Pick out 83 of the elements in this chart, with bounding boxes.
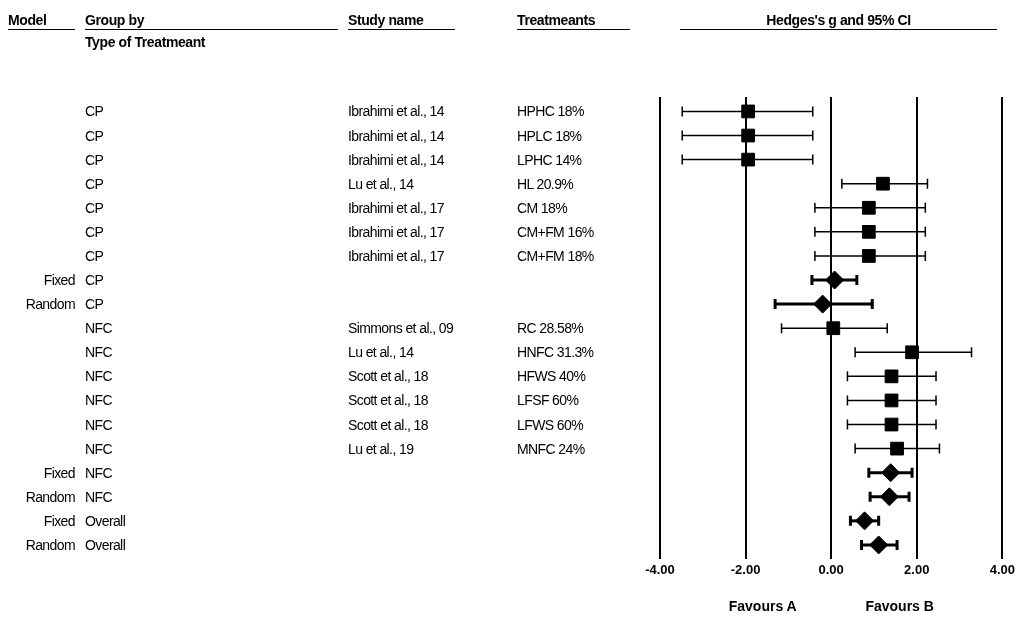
category-label: Lu et al., 14 [348,175,414,192]
point [905,345,919,360]
category-label: Ibrahimi et al., 17 [348,247,444,264]
category-label: Ibrahimi et al., 14 [348,151,444,168]
category-label: Fixed [43,512,75,529]
category-label: CP [85,127,104,144]
category-label: HPHC 18% [517,103,584,120]
category-label: Scott et al., 18 [348,416,428,433]
category-label: LFSF 60% [517,392,579,409]
category-label: Lu et al., 19 [348,440,414,457]
category-label: CP [85,223,104,240]
text: Treatmeants [517,12,630,30]
category-label: CP [85,272,104,289]
point [884,369,899,384]
category-label: CP [85,199,104,216]
category-label: HPLC 18% [517,127,582,144]
category-label: Ibrahimi et al., 17 [348,223,444,240]
point [869,535,889,555]
point [825,270,845,290]
category-label: CP [85,296,104,313]
point [741,128,756,143]
x-tick-label: -4.00 [645,561,675,577]
category-label: HL 20.9% [517,175,574,192]
category-label: LFWS 60% [517,416,583,433]
category-label: Scott et al., 18 [348,392,428,409]
point [876,176,890,191]
category-label: NFC [85,320,112,337]
category-label: MNFC 24% [517,440,585,457]
point [861,225,876,239]
x-tick-label: 2.00 [904,561,930,577]
category-label: Lu et al., 14 [348,344,414,361]
category-label: CP [85,103,104,120]
point [861,200,876,215]
category-label: Simmons et al., 09 [348,320,454,337]
chart-title: Hedges's g and 95% CI [680,12,997,30]
category-label: HNFC 31.3% [517,344,594,361]
category-label: NFC [85,392,112,409]
category-label: NFC [85,368,112,385]
category-label: CM+FM 18% [517,247,594,264]
category-label: Random [25,296,75,313]
point [741,152,756,167]
text: Type of Treatmeant [85,34,206,50]
category-label: RC 28.58% [517,320,584,337]
category-label: LPHC 14% [517,151,582,168]
point [884,417,899,432]
point [826,321,841,336]
category-label: CP [85,151,104,168]
text: Model [8,12,75,30]
category-label: CM 18% [517,199,568,216]
category-label: CM+FM 16% [517,223,594,240]
text: Study name [348,12,455,30]
category-label: Ibrahimi et al., 14 [348,103,444,120]
x-tick-label: -2.00 [730,561,761,577]
text: Favours B [865,598,934,614]
point [813,294,833,314]
point [879,487,899,507]
text: Favours A [728,598,797,614]
point [881,463,901,483]
point [741,104,756,119]
text: Group by [85,12,338,30]
category-label: NFC [85,488,112,505]
category-label: CP [85,175,104,192]
category-label: NFC [85,440,112,457]
category-label: Overall [85,536,126,553]
category-label: Overall [85,512,126,529]
category-label: Fixed [43,272,75,289]
category-label: Ibrahimi et al., 17 [348,199,444,216]
point [890,441,904,456]
category-label: Fixed [43,464,75,481]
x-tick-label: 0.00 [818,561,844,577]
category-label: Random [25,536,75,553]
category-label: NFC [85,416,112,433]
category-label: NFC [85,344,112,361]
category-label: HFWS 40% [517,368,586,385]
point [861,249,876,263]
category-label: CP [85,247,104,264]
x-tick-label: 4.00 [989,561,1016,577]
category-label: Scott et al., 18 [348,368,428,385]
category-label: Random [25,488,75,505]
point [855,511,875,531]
category-label: Ibrahimi et al., 14 [348,127,444,144]
category-label: NFC [85,464,112,481]
point [884,393,899,408]
